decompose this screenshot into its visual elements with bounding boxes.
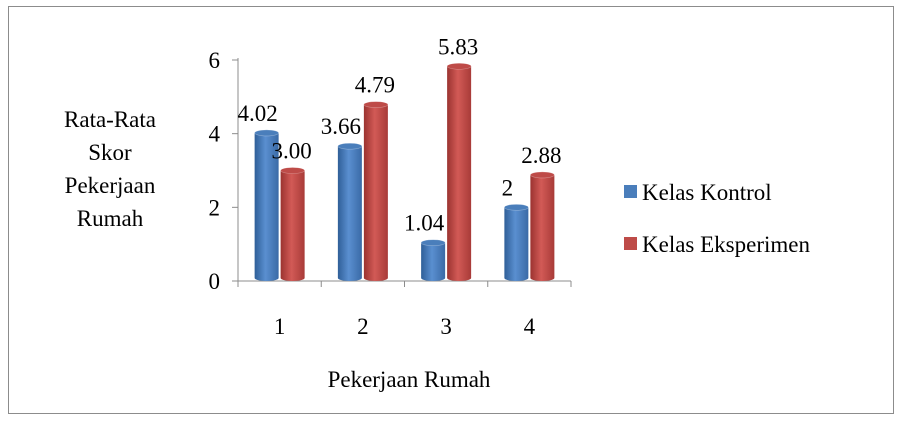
- bar-cap: [280, 167, 305, 174]
- legend: Kelas Kontrol Kelas Eksperimen: [624, 180, 810, 257]
- bar-cap: [363, 101, 389, 108]
- legend-swatch-kelas-kontrol: [624, 185, 637, 198]
- bar-kelas-kontrol-3: [420, 239, 446, 281]
- bar-kelas-eksperimen-1: [280, 167, 305, 281]
- bar-body: [280, 170, 305, 281]
- legend-swatch-kelas-eksperimen: [624, 237, 637, 250]
- y-axis-title: Rata-Rata Skor Pekerjaan Rumah: [64, 107, 156, 231]
- bar-body: [504, 207, 529, 281]
- bar-cap: [446, 62, 472, 70]
- bar-cap: [530, 171, 555, 179]
- data-label: 3.00: [272, 139, 312, 164]
- data-label: 4.79: [355, 73, 395, 98]
- bar-body: [363, 104, 388, 282]
- data-label: 2.88: [521, 143, 561, 168]
- legend-label-kelas-kontrol: Kelas Kontrol: [642, 180, 772, 205]
- data-labels: 4.02 3.66 1.04 2 3.00 4.79 5.83 2.88: [238, 34, 562, 235]
- bar-kelas-eksperimen-4: [530, 171, 555, 281]
- y-axis-title-line-1: Rata-Rata: [64, 107, 156, 132]
- bar-body: [254, 132, 279, 281]
- y-tick-label: 2: [209, 195, 221, 220]
- bar-kelas-kontrol-1: [254, 129, 279, 281]
- bar-cap: [254, 129, 279, 137]
- bars: [254, 62, 555, 282]
- x-tick-label: 4: [524, 314, 536, 339]
- y-axis-title-line-2: Skor: [88, 140, 132, 165]
- x-tick-label: 1: [274, 314, 286, 339]
- x-axis-title: Pekerjaan Rumah: [328, 367, 491, 392]
- y-tick-label: 0: [209, 269, 221, 294]
- y-axis-title-line-3: Pekerjaan: [65, 173, 156, 198]
- data-label: 3.66: [321, 114, 361, 139]
- data-label: 2: [502, 175, 514, 200]
- bar-body: [421, 242, 446, 281]
- bar-body: [447, 66, 472, 282]
- bar-cap: [420, 239, 446, 246]
- data-label: 5.83: [438, 34, 478, 59]
- bar-body: [337, 146, 362, 281]
- data-label: 4.02: [238, 101, 278, 126]
- x-tick-label: 2: [357, 314, 369, 339]
- axes: 0 2 4 6 1 2 3 4: [209, 48, 572, 339]
- legend-label-kelas-eksperimen: Kelas Eksperimen: [642, 232, 810, 257]
- data-label: 1.04: [404, 211, 445, 236]
- bar-kelas-kontrol-4: [504, 204, 529, 281]
- bar-kelas-eksperimen-2: [363, 101, 389, 282]
- x-tick-label: 3: [440, 314, 452, 339]
- bar-body: [530, 174, 555, 281]
- bar-cap: [337, 142, 363, 150]
- y-tick-label: 4: [209, 122, 221, 147]
- bar-kelas-kontrol-2: [337, 142, 363, 281]
- bar-cap: [504, 204, 529, 211]
- bar-kelas-eksperimen-3: [446, 62, 472, 282]
- y-tick-label: 6: [209, 48, 221, 73]
- y-axis-title-line-4: Rumah: [77, 206, 144, 231]
